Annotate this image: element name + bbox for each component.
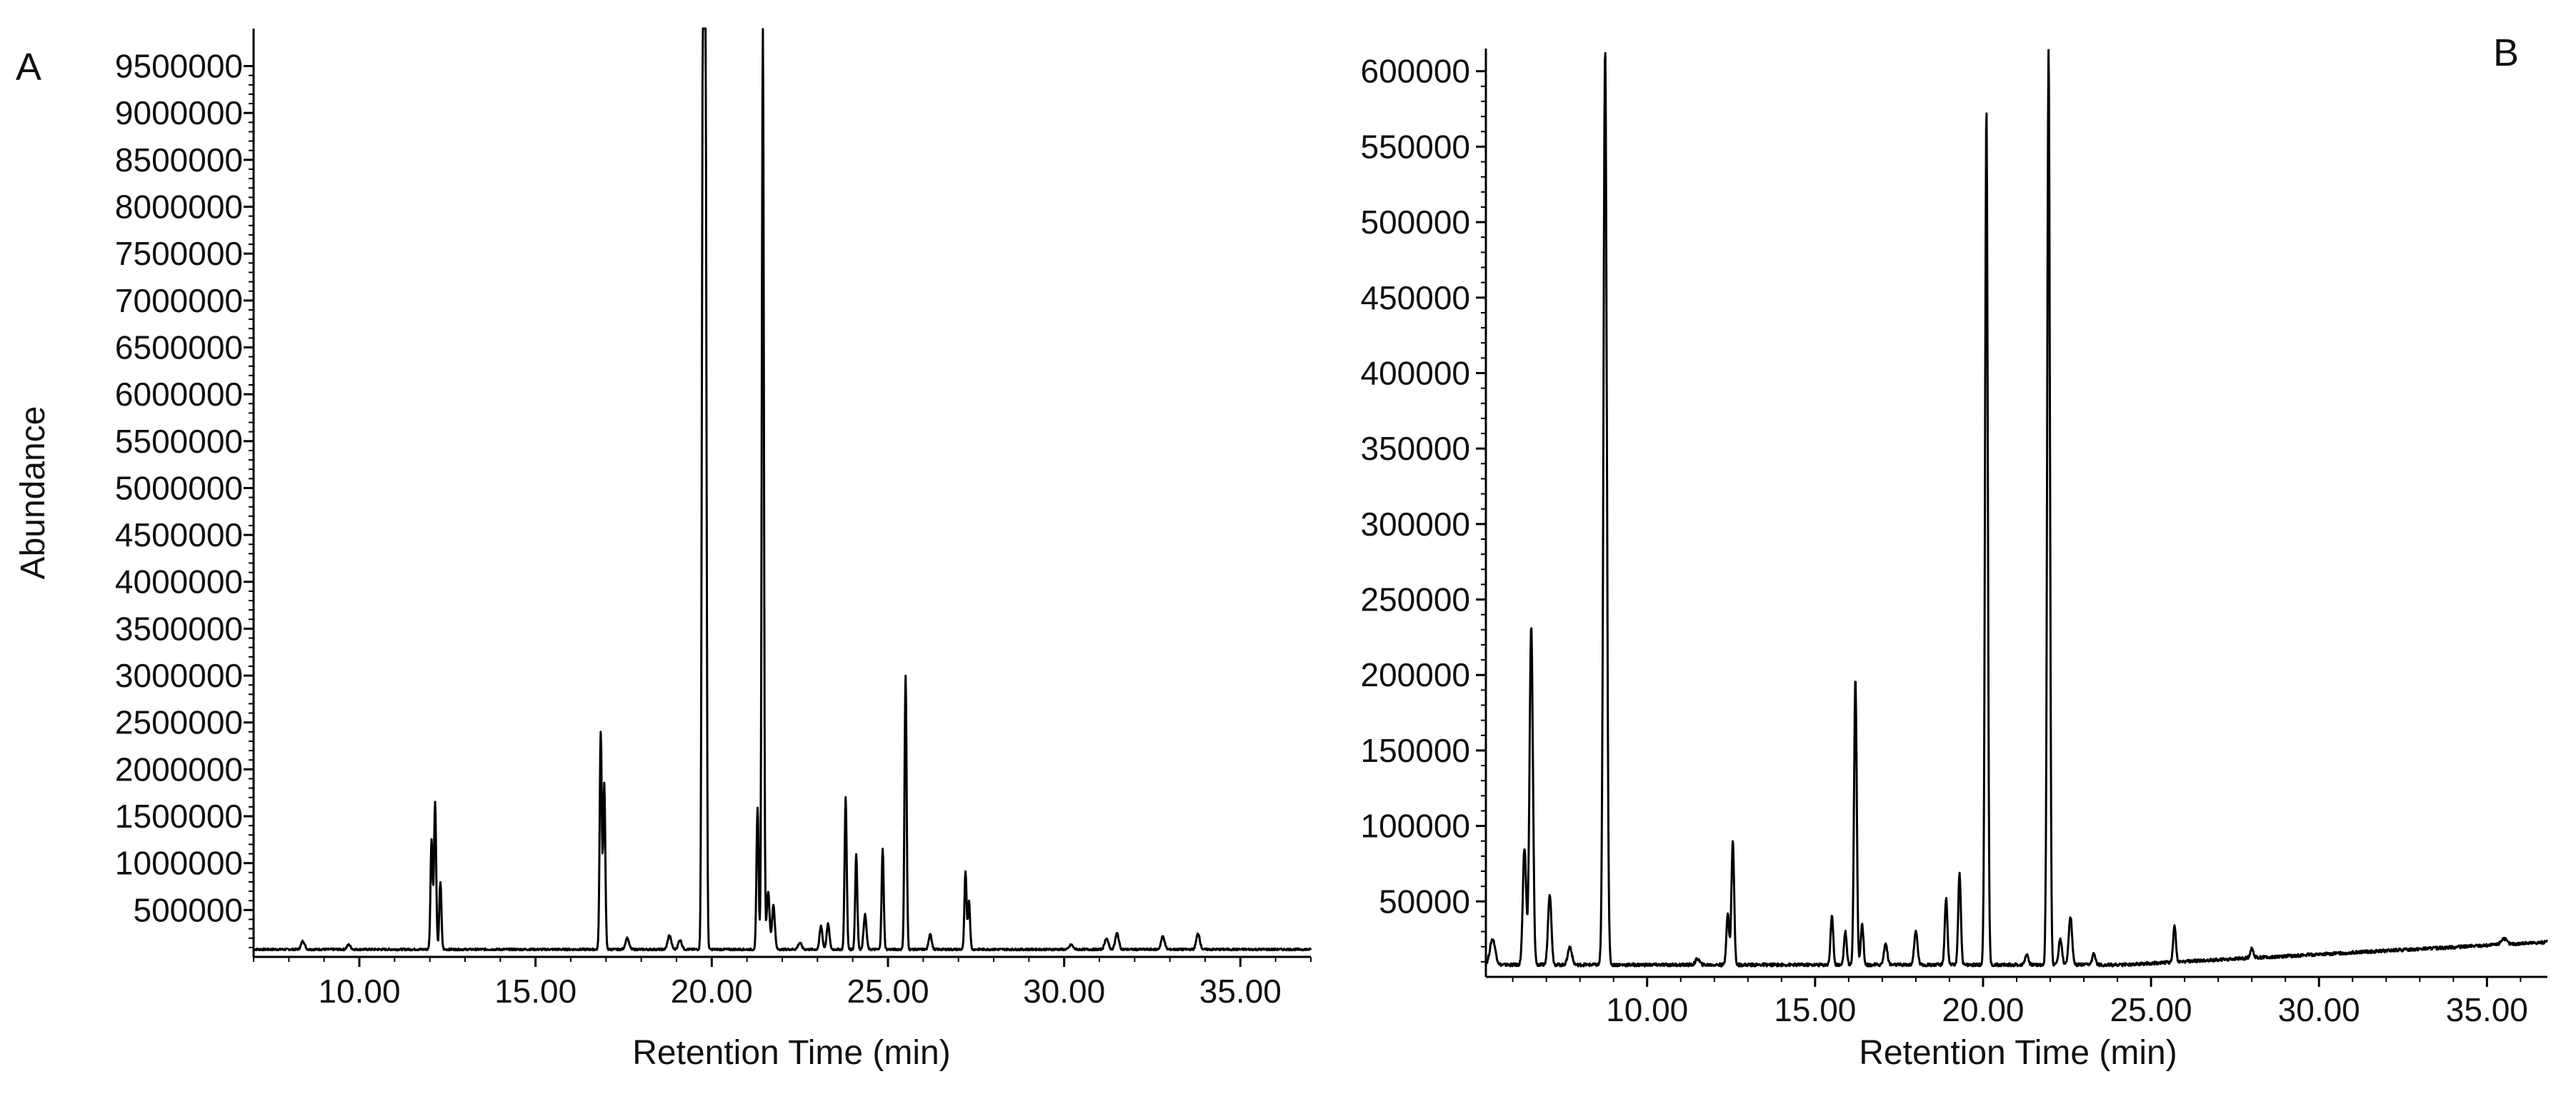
x-tick-label: 15.00 [494,973,576,1010]
y-tick-label: 5500000 [115,423,243,460]
y-tick-label: 450000 [1361,279,1471,316]
x-axis-title-a: Retention Time (min) [632,1034,950,1072]
y-tick-label: 600000 [1361,53,1471,90]
y-tick-label: 1000000 [115,845,243,882]
x-tick-label: 25.00 [847,973,929,1010]
x-tick-label: 20.00 [1942,991,2024,1028]
y-tick-label: 8000000 [115,188,243,225]
y-tick-label: 4500000 [115,516,243,553]
x-tick-label: 10.00 [318,973,400,1010]
y-tick-label: 200000 [1361,656,1471,693]
x-tick-label: 35.00 [2446,991,2528,1028]
chromatogram-trace-b [1484,49,2548,968]
y-tick-label: 400000 [1361,354,1471,391]
y-tick-label: 100000 [1361,808,1471,845]
x-tick-label: 25.00 [2110,991,2192,1028]
x-tick-label: 30.00 [1023,973,1105,1010]
panel-b: B Retention Time (min) 50000 100000 150000… [1361,31,2548,1072]
y-tick-label: 500000 [1361,204,1471,241]
y-tick-label: 6500000 [115,328,243,366]
panel-a: A Abundance Retention Time (min) 5000001… [14,27,1312,1072]
y-tick-label: 1500000 [115,798,243,835]
x-ticks-b: 10.00 15.00 20.00 25.00 30.00 35.00 [1512,977,2528,1028]
y-tick-label: 9500000 [115,48,243,85]
y-tick-label: 500000 [134,891,244,928]
panel-label-b: B [2493,31,2519,74]
y-tick-label: 150000 [1361,732,1471,769]
y-tick-label: 5000000 [115,469,243,506]
y-tick-label: 2000000 [115,751,243,788]
chromatogram-trace-a [253,27,1312,952]
x-tick-label: 15.00 [1774,991,1856,1028]
y-axis-title-a: Abundance [14,406,52,580]
y-tick-label: 550000 [1361,128,1471,165]
x-tick-label: 10.00 [1606,991,1688,1028]
y-tick-label: 3000000 [115,657,243,694]
y-tick-label: 2500000 [115,704,243,741]
y-tick-label: 8500000 [115,141,243,179]
y-ticks-b: 50000 100000 150000 200000 250000 300000 35000… [1361,53,1486,963]
y-ticks-a: 500000 1000000 1500000 2000000 2500000 300000… [115,48,254,948]
x-axis-title-b: Retention Time (min) [1859,1034,2177,1072]
x-tick-label: 35.00 [1199,973,1282,1010]
x-tick-label: 30.00 [2278,991,2360,1028]
y-tick-label: 3500000 [115,610,243,647]
y-tick-label: 7000000 [115,282,243,319]
y-tick-label: 250000 [1361,581,1471,618]
x-ticks-a: 10.00 15.00 20.00 25.00 30.00 35.00 [253,957,1312,1010]
y-tick-label: 50000 [1379,883,1470,920]
y-tick-label: 7500000 [115,235,243,272]
x-tick-label: 20.00 [671,973,753,1010]
panel-label-a: A [16,46,41,89]
y-tick-label: 350000 [1361,430,1471,467]
y-tick-label: 6000000 [115,376,243,413]
y-tick-label: 9000000 [115,94,243,131]
y-tick-label: 300000 [1361,506,1471,543]
y-tick-label: 4000000 [115,563,243,601]
